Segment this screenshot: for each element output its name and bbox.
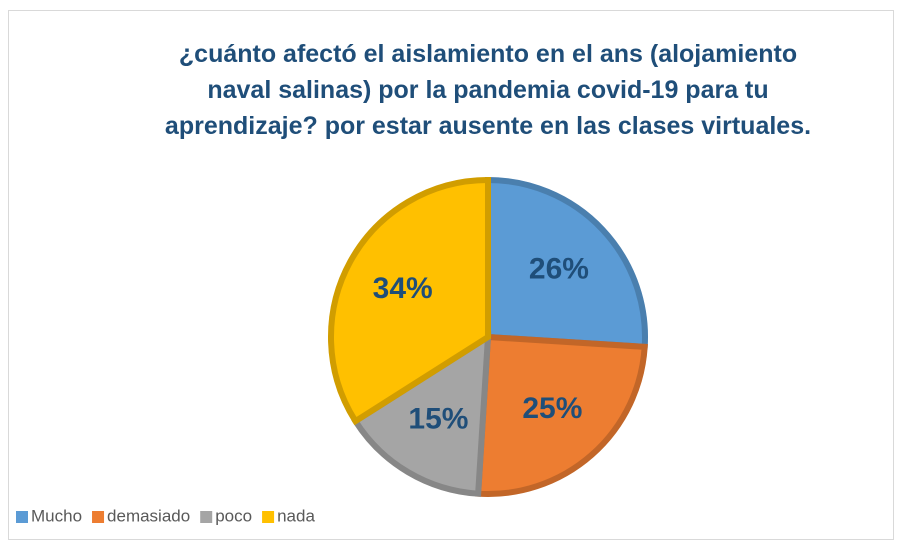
legend-label: poco: [215, 506, 252, 525]
legend-swatch: [262, 511, 275, 523]
legend-swatch: [92, 511, 105, 523]
data-label: 25%: [522, 392, 582, 425]
slice-edge: [351, 331, 492, 497]
slice-edge: [474, 333, 648, 497]
data-label: 15%: [408, 403, 468, 436]
pie-slice: [328, 176, 491, 426]
pie-slice: [474, 333, 648, 497]
slice-edge: [328, 176, 491, 426]
legend-swatch: [200, 511, 213, 523]
data-label: 34%: [373, 272, 433, 305]
legend-label: nada: [277, 506, 315, 525]
pie-slice: [485, 176, 648, 351]
legend-label: Mucho: [31, 506, 82, 525]
legend-swatch: [16, 511, 28, 523]
pie-slice: [351, 331, 492, 497]
data-label: 26%: [529, 252, 589, 285]
chart-title: ¿cuánto afectó el aislamiento en el ans …: [164, 40, 812, 140]
slice-edge: [485, 176, 648, 351]
legend-label: demasiado: [107, 506, 190, 525]
